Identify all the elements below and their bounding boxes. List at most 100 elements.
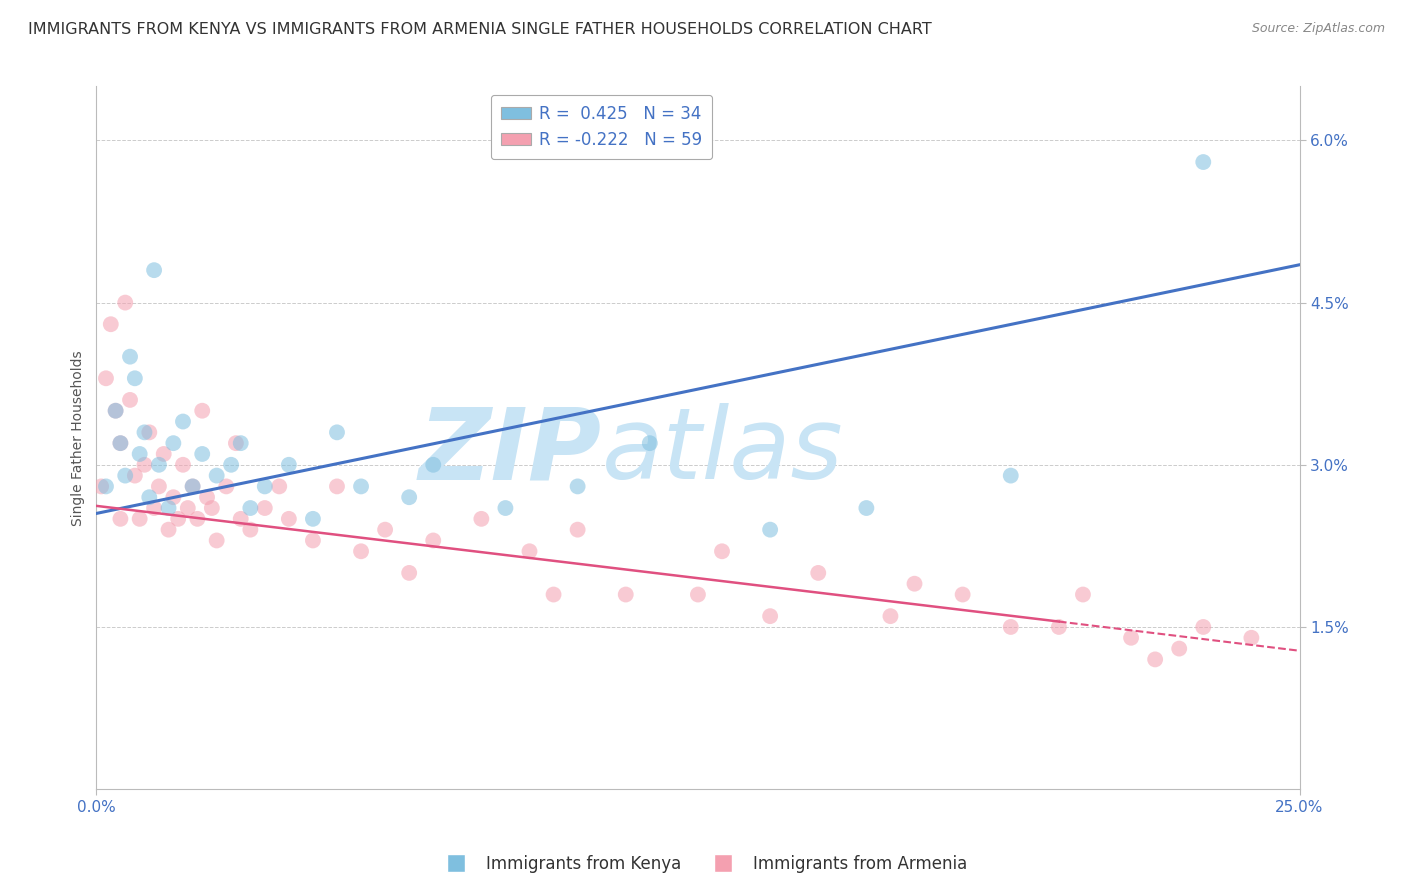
Point (302, 533, 325, 548)
Point (1047, 620, 1070, 634)
Point (110, 436, 132, 450)
Point (134, 458, 156, 472)
Point (191, 403, 214, 417)
Point (302, 512, 325, 526)
Point (253, 501, 276, 516)
Legend: Immigrants from Kenya, Immigrants from Armenia: Immigrants from Kenya, Immigrants from A… (433, 848, 973, 880)
Point (148, 458, 170, 472)
Point (470, 512, 492, 526)
Point (172, 458, 194, 472)
Point (759, 523, 782, 537)
Point (143, 263, 166, 277)
Point (124, 468, 146, 483)
Point (326, 479, 349, 493)
Point (494, 501, 516, 516)
Point (205, 468, 228, 483)
Point (1192, 155, 1215, 169)
Point (543, 588, 565, 602)
Point (94, 479, 117, 493)
Point (711, 544, 734, 558)
Point (128, 447, 150, 461)
Point (181, 479, 204, 493)
Text: atlas: atlas (602, 403, 844, 500)
Point (277, 512, 299, 526)
Point (519, 544, 541, 558)
Point (269, 479, 291, 493)
Point (1240, 631, 1263, 645)
Point (1168, 641, 1191, 656)
Point (124, 371, 146, 385)
Point (253, 479, 276, 493)
Point (162, 490, 184, 504)
Point (638, 436, 661, 450)
Point (134, 425, 156, 440)
Point (104, 403, 127, 417)
Point (157, 501, 180, 516)
Point (422, 533, 444, 548)
Y-axis label: Single Father Households: Single Father Households (72, 350, 86, 525)
Point (205, 533, 228, 548)
Point (104, 403, 127, 417)
Point (1192, 620, 1215, 634)
Point (1000, 468, 1022, 483)
Point (879, 609, 901, 624)
Point (686, 588, 709, 602)
Point (1119, 631, 1142, 645)
Point (1144, 652, 1167, 666)
Point (143, 501, 166, 516)
Point (118, 392, 141, 407)
Point (1071, 588, 1094, 602)
Point (855, 501, 877, 516)
Point (239, 501, 262, 516)
Point (100, 317, 122, 331)
Point (201, 501, 224, 516)
Point (567, 523, 589, 537)
Point (398, 566, 420, 580)
Point (350, 479, 373, 493)
Point (110, 436, 132, 450)
Point (398, 490, 420, 504)
Point (807, 566, 830, 580)
Point (219, 458, 242, 472)
Point (148, 479, 170, 493)
Point (181, 479, 204, 493)
Point (90, 479, 112, 493)
Point (177, 501, 200, 516)
Point (759, 609, 782, 624)
Point (614, 588, 637, 602)
Point (350, 544, 373, 558)
Point (162, 436, 184, 450)
Point (157, 523, 180, 537)
Point (239, 523, 262, 537)
Point (167, 512, 190, 526)
Point (152, 447, 174, 461)
Point (567, 479, 589, 493)
Point (138, 490, 160, 504)
Point (952, 588, 974, 602)
Point (191, 447, 214, 461)
Point (114, 468, 136, 483)
Point (128, 512, 150, 526)
Point (326, 425, 349, 440)
Point (118, 350, 141, 364)
Point (138, 425, 160, 440)
Point (229, 436, 252, 450)
Text: Source: ZipAtlas.com: Source: ZipAtlas.com (1251, 22, 1385, 36)
Point (277, 458, 299, 472)
Point (422, 458, 444, 472)
Point (903, 576, 925, 591)
Point (114, 295, 136, 310)
Point (1000, 620, 1022, 634)
Point (110, 512, 132, 526)
Point (374, 523, 396, 537)
Legend: R =  0.425   N = 34, R = -0.222   N = 59: R = 0.425 N = 34, R = -0.222 N = 59 (491, 95, 713, 159)
Text: ZIP: ZIP (419, 403, 602, 500)
Point (215, 479, 238, 493)
Text: IMMIGRANTS FROM KENYA VS IMMIGRANTS FROM ARMENIA SINGLE FATHER HOUSEHOLDS CORREL: IMMIGRANTS FROM KENYA VS IMMIGRANTS FROM… (28, 22, 932, 37)
Point (172, 415, 194, 429)
Point (229, 512, 252, 526)
Point (186, 512, 208, 526)
Point (225, 436, 247, 450)
Point (195, 490, 218, 504)
Point (94, 371, 117, 385)
